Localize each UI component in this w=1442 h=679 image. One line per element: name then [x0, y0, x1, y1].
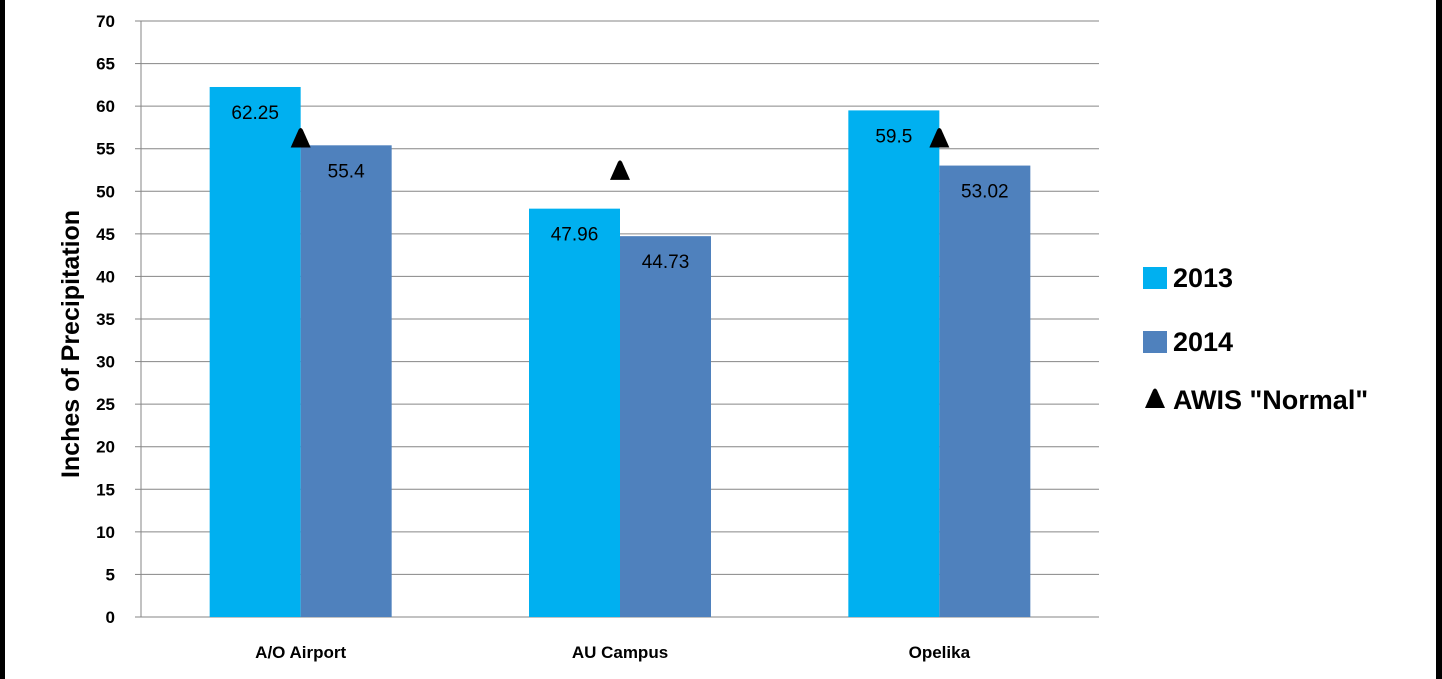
y-tick-label: 25: [96, 395, 115, 414]
awis-normal-markers: [290, 127, 950, 180]
bar-2013: [209, 86, 301, 617]
awis-normal-marker: [290, 127, 311, 148]
y-tick-label: 60: [96, 97, 115, 116]
category-label: Opelika: [909, 643, 971, 662]
y-tick-label: 50: [96, 182, 115, 201]
legend: 2013 2014 AWIS "Normal": [1143, 263, 1368, 415]
bar-2014: [939, 165, 1031, 617]
y-tick-label: 65: [96, 55, 115, 74]
category-label: A/O Airport: [255, 643, 346, 662]
y-tick-label: 45: [96, 225, 115, 244]
category-labels: A/O Airport AU Campus Opelika: [255, 643, 970, 662]
legend-item-awis-normal: AWIS "Normal": [1173, 385, 1368, 415]
bar-2014: [300, 145, 392, 617]
legend-marker-icon: [1145, 388, 1165, 408]
legend-swatch: [1143, 331, 1167, 353]
y-tick-label: 70: [96, 12, 115, 31]
y-tick-label: 35: [96, 310, 115, 329]
y-axis-title: Inches of Precipitation: [57, 210, 85, 478]
y-tick-label: 5: [106, 565, 115, 584]
legend-item-2014: 2014: [1173, 327, 1233, 357]
y-tick-label: 30: [96, 353, 115, 372]
data-label: 55.4: [328, 161, 365, 182]
bar-2014: [620, 236, 711, 617]
data-label: 59.5: [875, 126, 912, 147]
awis-normal-marker: [929, 127, 950, 148]
legend-swatch: [1143, 267, 1167, 289]
data-label: 44.73: [642, 252, 690, 273]
y-tick-label: 40: [96, 267, 115, 286]
awis-normal-marker: [610, 160, 630, 180]
legend-item-2013: 2013: [1173, 263, 1233, 293]
y-tick-labels: 0 5 10 15 20 25 30 35 40 45 50 55 60 65 70: [96, 12, 115, 627]
data-label: 53.02: [961, 182, 1009, 203]
y-tick-label: 15: [96, 480, 115, 499]
data-labels: 62.25 55.4 47.96 44.73 59.5 53.02: [231, 103, 1008, 273]
bars: [209, 86, 1031, 618]
y-tick-label: 20: [96, 438, 115, 457]
data-label: 62.25: [231, 103, 279, 124]
category-label: AU Campus: [572, 643, 668, 662]
y-tick-label: 55: [96, 140, 115, 159]
y-tick-label: 0: [106, 608, 115, 627]
bar-2013: [848, 110, 940, 618]
bar-2013: [529, 208, 620, 618]
y-tick-label: 10: [96, 523, 115, 542]
data-label: 47.96: [551, 225, 599, 246]
